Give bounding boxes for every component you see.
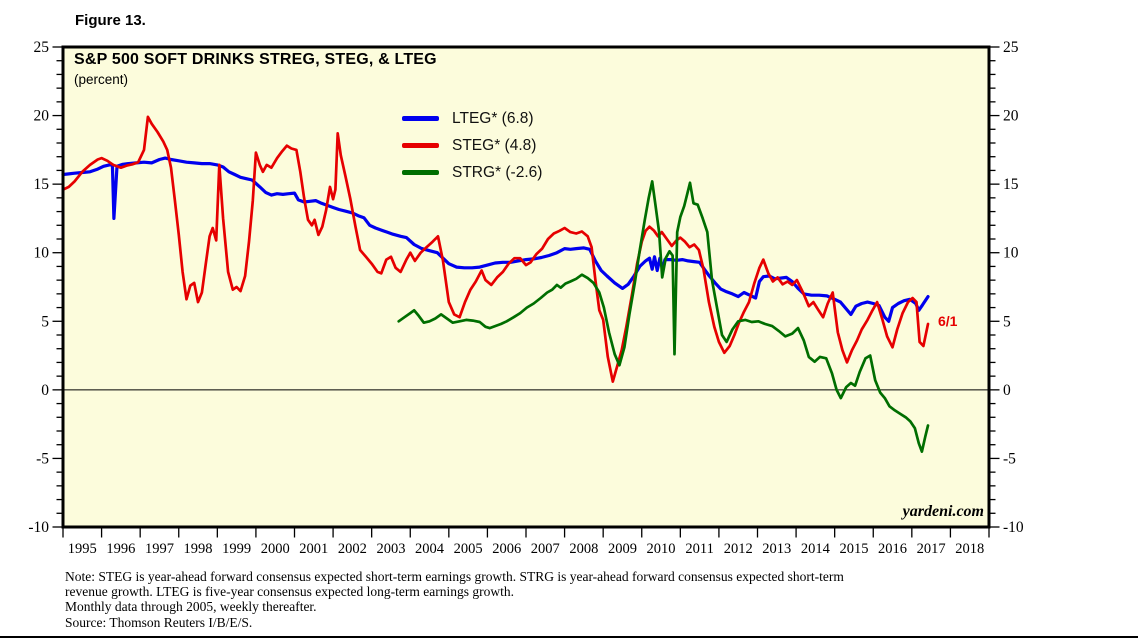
y-tick-label-left: 20	[34, 108, 50, 125]
x-tick-label: 2001	[299, 541, 328, 557]
chart-subtitle: (percent)	[74, 72, 129, 87]
x-tick-label: 2015	[839, 541, 868, 557]
yardeni-watermark: yardeni.com	[902, 503, 984, 520]
series-line-STRG	[397, 180, 930, 453]
y-tick-label-right: -5	[1003, 450, 1016, 467]
x-tick-label: 2000	[261, 541, 290, 557]
x-tick-label: 2004	[415, 541, 445, 557]
y-tick-label-left: 0	[41, 382, 49, 399]
legend-label-STRG: STRG* (-2.6)	[452, 163, 543, 181]
note-line-2: revenue growth. LTEG is five-year consen…	[65, 584, 514, 600]
y-tick-label-left: 5	[41, 313, 49, 330]
chart-legend: LTEG* (6.8) STEG* (4.8) STRG* (-2.6)	[402, 105, 542, 186]
x-tick-label: 2008	[569, 541, 598, 557]
y-tick-label-left: 25	[34, 39, 50, 56]
legend-item-STEG: STEG* (4.8)	[402, 132, 542, 159]
x-tick-label: 1998	[184, 541, 213, 557]
x-tick-label: 1996	[106, 541, 135, 557]
legend-item-LTEG: LTEG* (6.8)	[402, 105, 542, 132]
legend-swatch-LTEG	[402, 116, 439, 121]
series-line-LTEG	[61, 156, 930, 323]
series-line-STEG	[61, 115, 930, 383]
page-bottom-rule	[0, 636, 1138, 638]
y-tick-label-right: -10	[1003, 519, 1024, 536]
x-tick-label: 2014	[801, 541, 831, 557]
y-tick-label-right: 25	[1003, 39, 1019, 56]
y-tick-label-left: -5	[36, 450, 49, 467]
x-tick-label: 1999	[222, 541, 251, 557]
y-tick-label-right: 10	[1003, 245, 1019, 262]
x-tick-label: 2011	[685, 541, 713, 557]
figure-label: Figure 13.	[75, 12, 146, 29]
legend-swatch-STRG	[402, 170, 439, 175]
y-tick-label-right: 5	[1003, 313, 1011, 330]
legend-label-STEG: STEG* (4.8)	[452, 136, 537, 154]
chart-title: S&P 500 SOFT DRINKS STREG, STEG, & LTEG	[74, 51, 437, 68]
y-tick-label-left: -10	[28, 519, 49, 536]
x-tick-label: 2005	[454, 541, 483, 557]
x-tick-label: 2003	[376, 541, 405, 557]
x-tick-label: 2012	[724, 541, 753, 557]
legend-swatch-STEG	[402, 143, 439, 148]
y-tick-label-right: 0	[1003, 382, 1011, 399]
x-tick-label: 1997	[145, 541, 174, 557]
legend-label-LTEG: LTEG* (6.8)	[452, 109, 534, 127]
y-tick-label-right: 20	[1003, 108, 1019, 125]
x-tick-label: 2002	[338, 541, 367, 557]
x-tick-label: 2010	[647, 541, 676, 557]
note-line-1: Note: STEG is year-ahead forward consens…	[65, 569, 844, 584]
plot-area	[63, 47, 989, 527]
x-tick-label: 2006	[492, 541, 521, 557]
y-tick-label-right: 15	[1003, 176, 1019, 193]
x-tick-label: 2007	[531, 541, 560, 557]
y-tick-label-left: 10	[34, 245, 50, 262]
x-tick-label: 2009	[608, 541, 637, 557]
note-line-4: Source: Thomson Reuters I/B/E/S.	[65, 614, 253, 630]
x-tick-label: 2013	[762, 541, 791, 557]
x-tick-label: 2017	[917, 541, 946, 557]
y-tick-label-left: 15	[34, 176, 50, 193]
x-tick-label: 1995	[68, 541, 97, 557]
legend-item-STRG: STRG* (-2.6)	[402, 159, 542, 186]
chart-notes: Note: STEG is year-ahead forward consens…	[65, 569, 844, 630]
x-tick-label: 2018	[955, 541, 984, 557]
plot-border	[61, 45, 991, 529]
last-date-annotation: 6/1	[938, 313, 958, 329]
x-tick-label: 2016	[878, 541, 907, 557]
note-line-3: Monthly data through 2005, weekly therea…	[65, 599, 317, 615]
